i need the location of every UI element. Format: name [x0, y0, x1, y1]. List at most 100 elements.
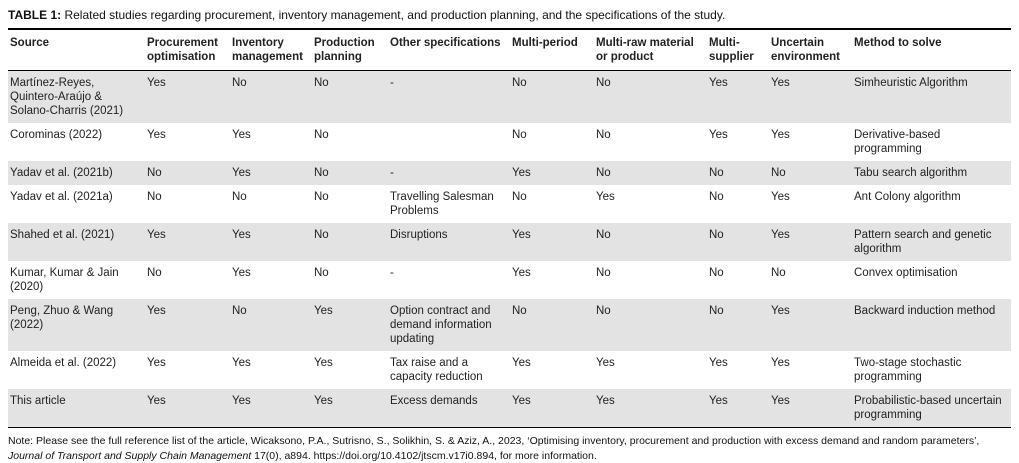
source-cell: Shahed et al. (2021)	[10, 229, 115, 242]
table-cell: Yes	[232, 267, 251, 280]
column-header: Other specifications	[388, 29, 510, 72]
table-cell: -	[390, 267, 394, 280]
method-cell: Probabilistic-based uncertain programmin…	[854, 395, 1002, 422]
table-cell	[388, 123, 510, 161]
table-cell: -	[390, 77, 394, 90]
table-cell: No	[147, 267, 162, 280]
table-cell: Yes	[709, 357, 728, 370]
table-cell: Yes	[512, 357, 531, 370]
table-cell: No	[314, 229, 329, 242]
source-cell: Yadav et al. (2021b)	[10, 167, 113, 180]
journal-name: Journal of Transport and Supply Chain Ma…	[8, 449, 252, 462]
source-cell: Kumar, Kumar & Jain (2020)	[10, 267, 119, 294]
table-cell: Yes	[771, 357, 790, 370]
table-cell: No	[147, 191, 162, 204]
table-cell: Yes	[232, 129, 251, 142]
table-cell: Yes	[512, 395, 531, 408]
table-cell: Yes	[709, 77, 728, 90]
table-cell: No	[314, 129, 329, 142]
table-cell: No	[232, 77, 247, 90]
table-cell: No	[709, 267, 724, 280]
table-cell: Yes	[512, 167, 531, 180]
table-cell: No	[771, 267, 786, 280]
table-row: Almeida et al. (2022) Yes Yes Yes Tax raise …	[8, 351, 1011, 389]
table-row: This article Yes Yes Yes Excess demands Yes Ye…	[8, 389, 1011, 428]
table-cell: No	[314, 167, 329, 180]
table-caption: TABLE 1: Related studies regarding procu…	[8, 8, 1011, 23]
table-cell: Yes	[147, 305, 166, 318]
table-cell: No	[596, 305, 611, 318]
source-cell: Peng, Zhuo & Wang (2022)	[10, 305, 114, 332]
table-cell: Yes	[771, 229, 790, 242]
table-cell: Option contract and demand information u…	[390, 305, 492, 346]
table-cell: Tax raise and a capacity reduction	[390, 357, 483, 384]
source-cell: Almeida et al. (2022)	[10, 357, 117, 370]
column-header: Multi-period	[510, 29, 594, 72]
table-cell: No	[314, 77, 329, 90]
table-cell: -	[390, 167, 394, 180]
method-cell: Two-stage stochastic programming	[854, 357, 962, 384]
table-cell: No	[512, 191, 527, 204]
table-cell: No	[314, 267, 329, 280]
table-cell: Yes	[314, 305, 333, 318]
method-cell: Simheuristic Algorithm	[854, 77, 968, 90]
table-cell: Yes	[147, 229, 166, 242]
table-cell: Yes	[709, 395, 728, 408]
table-cell: Yes	[771, 191, 790, 204]
table-cell: Yes	[232, 357, 251, 370]
table-caption-text: Related studies regarding procurement, i…	[61, 8, 726, 22]
table-row: Yadav et al. (2021a) No No No Travelling Sal…	[8, 185, 1011, 223]
table-cell: No	[314, 191, 329, 204]
table-cell: No	[709, 229, 724, 242]
table-cell: Yes	[314, 395, 333, 408]
method-cell: Pattern search and genetic algorithm	[854, 229, 992, 256]
table-cell: No	[709, 305, 724, 318]
table-cell: No	[512, 77, 527, 90]
table-cell: Yes	[147, 129, 166, 142]
table-cell: Yes	[596, 395, 615, 408]
table-row: Yadav et al. (2021b) No Yes No - Yes No No No Tab…	[8, 161, 1011, 186]
method-cell: Convex optimisation	[854, 267, 958, 280]
table-cell: No	[596, 267, 611, 280]
table-header: Source Procurement optimisation Inventory …	[8, 29, 1011, 72]
column-header: Method to solve	[852, 29, 1011, 72]
note-suffix: , for more information.	[494, 449, 597, 462]
table-cell: Disruptions	[390, 229, 448, 242]
table-cell: No	[709, 191, 724, 204]
table-body: Martínez-Reyes, Quintero-Araújo & Solano…	[8, 70, 1011, 428]
doi-link[interactable]: https://doi.org/10.4102/jtscm.v17i0.894	[313, 449, 495, 462]
table-cell: Yes	[709, 129, 728, 142]
column-header: Multi-raw material or product	[594, 29, 707, 72]
column-header: Procurement optimisation	[145, 29, 230, 72]
table-cell: Yes	[232, 229, 251, 242]
table-cell: Yes	[771, 129, 790, 142]
table-cell: Yes	[596, 357, 615, 370]
table-cell: No	[147, 167, 162, 180]
note-prefix: Note: Please see the full reference list…	[8, 435, 980, 448]
note-mid: 17(0), a894.	[251, 449, 314, 462]
table-row: Martínez-Reyes, Quintero-Araújo & Solano…	[8, 70, 1011, 124]
table-row: Kumar, Kumar & Jain (2020) No Yes No - Yes No N…	[8, 261, 1011, 299]
column-header: Source	[8, 29, 145, 72]
column-header: Inventory management	[230, 29, 312, 72]
table-cell: Yes	[232, 395, 251, 408]
table-cell: Yes	[512, 267, 531, 280]
table-cell: No	[512, 305, 527, 318]
table-caption-label: TABLE 1:	[8, 8, 62, 22]
table-cell: Travelling Salesman Problems	[390, 191, 494, 218]
table-cell: No	[596, 167, 611, 180]
table-cell: Yes	[314, 357, 333, 370]
related-studies-table: Source Procurement optimisation Inventory …	[8, 28, 1011, 429]
table-cell: Yes	[147, 395, 166, 408]
source-cell: Martínez-Reyes, Quintero-Araújo & Solano…	[10, 77, 124, 118]
column-header: Uncertain environment	[769, 29, 852, 72]
table-cell: Yes	[771, 305, 790, 318]
table-cell: No	[232, 305, 247, 318]
method-cell: Derivative-based programming	[854, 129, 941, 156]
method-cell: Backward induction method	[854, 305, 996, 318]
table-cell: No	[709, 167, 724, 180]
table-row: Peng, Zhuo & Wang (2022) Yes No Yes Option c…	[8, 299, 1011, 352]
table-cell: Yes	[771, 395, 790, 408]
table-cell: No	[596, 77, 611, 90]
